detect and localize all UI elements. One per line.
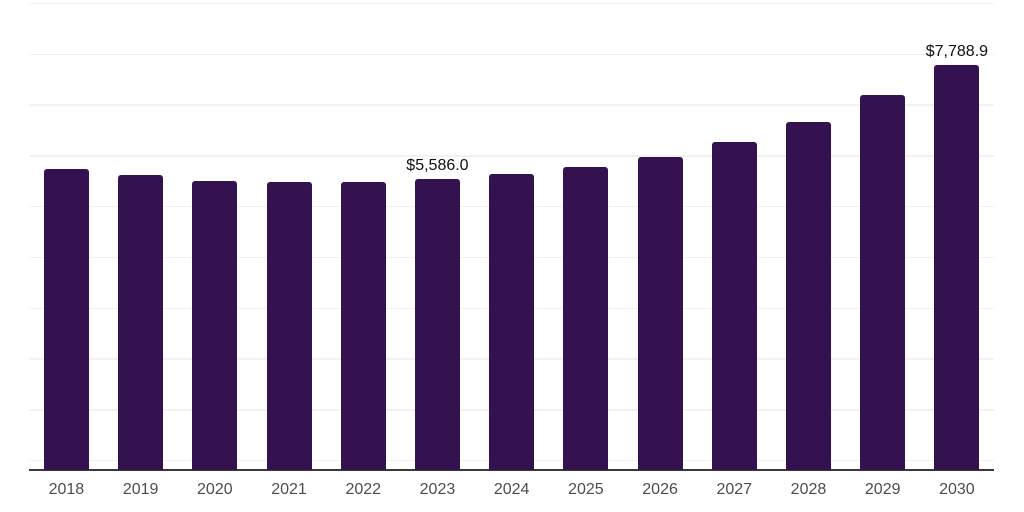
x-tick-2019: 2019	[122, 481, 159, 498]
bar-2028[interactable]	[785, 121, 831, 470]
gridline	[29, 155, 994, 157]
gridline	[29, 104, 994, 106]
bar-2025[interactable]	[563, 167, 609, 470]
x-tick-2030: 2030	[939, 481, 975, 498]
x-tick-2020: 2020	[197, 481, 233, 498]
x-tick-2028: 2028	[790, 481, 827, 498]
x-tick-2025: 2025	[568, 481, 604, 498]
bar-2022[interactable]	[340, 181, 386, 470]
bar-2029[interactable]	[860, 95, 906, 470]
x-tick-2021: 2021	[271, 481, 307, 498]
bar-2019[interactable]	[118, 174, 164, 470]
x-tick-2027: 2027	[716, 481, 753, 498]
bar-2020[interactable]	[192, 180, 238, 470]
x-tick-2024: 2024	[493, 481, 530, 498]
bar-2018[interactable]	[43, 168, 89, 470]
bar-2030[interactable]	[934, 64, 980, 470]
bar-2027[interactable]	[711, 142, 757, 470]
bar-2021[interactable]	[266, 182, 312, 470]
x-tick-2018: 2018	[48, 481, 85, 498]
gridline	[29, 53, 994, 55]
x-tick-2029: 2029	[864, 481, 901, 498]
value-label-2030: $7,788.9	[925, 42, 989, 60]
x-tick-2022: 2022	[345, 481, 382, 498]
x-tick-2026: 2026	[642, 481, 678, 498]
bar-2026[interactable]	[637, 157, 683, 470]
x-tick-2023: 2023	[419, 481, 456, 498]
value-label-2023: $5,586.0	[406, 157, 469, 175]
bar-2023[interactable]	[414, 179, 460, 470]
gridline	[29, 2, 994, 5]
bar-2024[interactable]	[489, 174, 535, 470]
